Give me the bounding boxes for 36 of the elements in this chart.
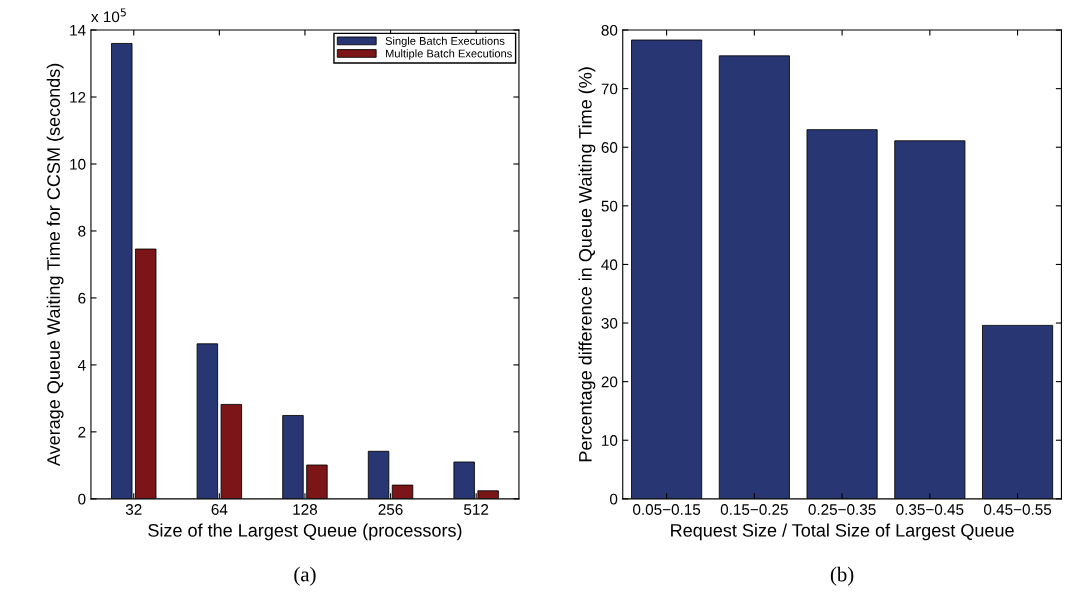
x-tick-label: 0.05−0.15 (633, 504, 701, 515)
y-tick-label: 6 (78, 292, 86, 304)
y-tick-label: 8 (78, 225, 86, 237)
y-tick-label: 80 (601, 24, 618, 36)
text: x 10$^{5}$ (91, 8, 126, 23)
text: (a) (294, 566, 316, 586)
x-tick-label: 256 (378, 504, 403, 515)
y-tick-label: 20 (601, 376, 618, 388)
x-tick-label: 0.15−0.25 (720, 504, 788, 515)
y-tick-label: 10 (70, 158, 86, 170)
y-tick-label: 30 (601, 317, 618, 329)
y-tick-label: 70 (601, 83, 618, 95)
x-tick-label: 64 (211, 504, 228, 515)
y-tick-label: 4 (77, 359, 86, 371)
text: (b) (830, 566, 854, 586)
y-tick-label: 0 (609, 493, 618, 505)
x-tick-label: 32 (125, 504, 142, 515)
x-tick-label: 0.25−0.35 (808, 504, 876, 515)
y-tick-label: 12 (70, 91, 86, 103)
x-axis-title: Request Size / Total Size of Largest Queue (671, 523, 1014, 541)
x-tick-label: 0.45−0.55 (983, 504, 1052, 515)
x-axis-title: Size of the Largest Queue (processors) (148, 523, 462, 541)
y-tick-label: 60 (601, 142, 618, 153)
x-tick-label: 512 (464, 504, 489, 515)
y-tick-label: 10 (602, 435, 618, 446)
x-tick-label: 0.35−0.45 (896, 504, 964, 515)
legend-label: Multiple Batch Executions (385, 49, 512, 60)
y-tick-label: 50 (601, 200, 618, 212)
x-tick-label: 128 (293, 504, 318, 515)
y-tick-label: 40 (601, 259, 618, 271)
y-axis-title: Percentage difference in Queue Waiting Time (%) (578, 67, 596, 462)
y-axis-title: Average Queue Waiting Time for CCSM (seconds) (46, 63, 64, 467)
y-tick-label: 14 (70, 25, 86, 36)
y-tick-label: 0 (78, 493, 86, 505)
legend-label: Single Batch Executions (385, 36, 505, 48)
y-tick-label: 2 (78, 426, 86, 438)
